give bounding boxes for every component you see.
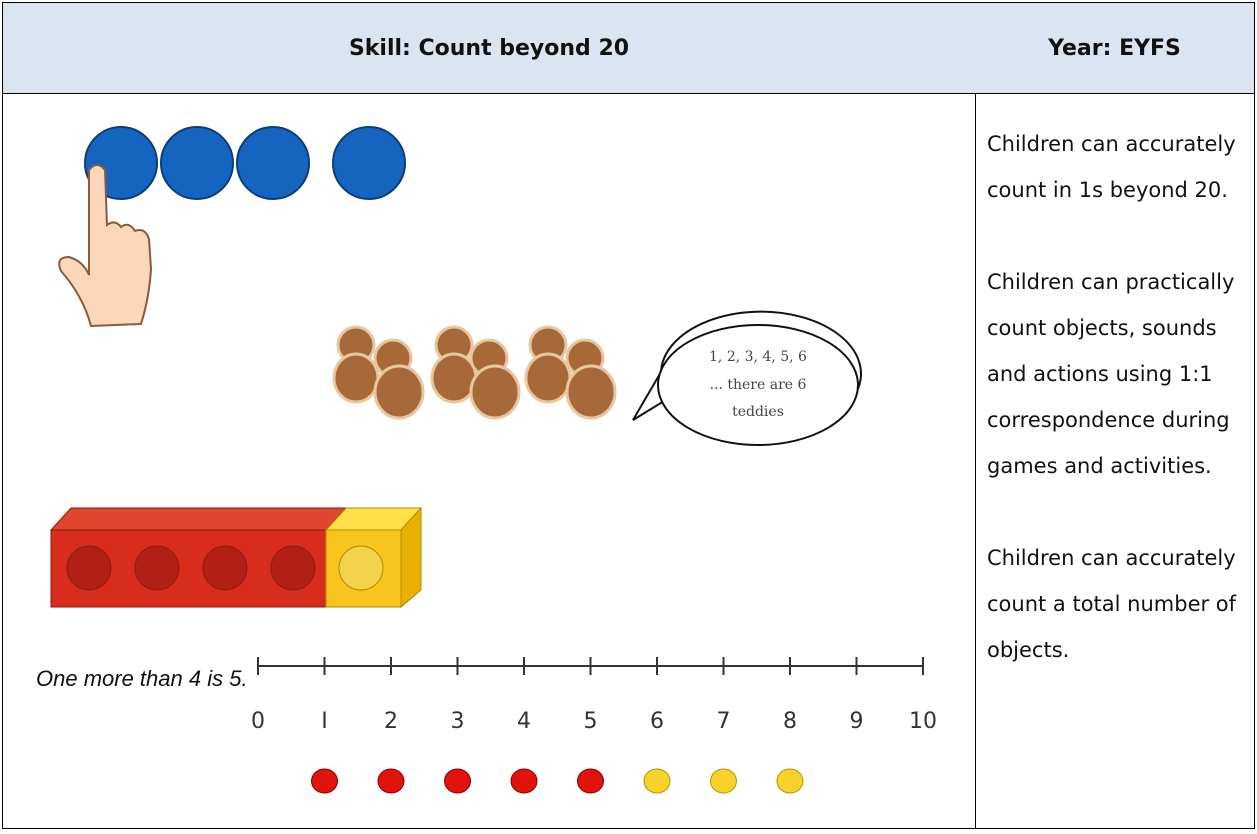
year-header: Year: EYFS — [975, 2, 1255, 94]
illustration-cell: 1, 2, 3, 4, 5, 6 ... there are 6 teddies… — [2, 94, 976, 829]
counter — [377, 768, 405, 794]
number-label: 10 — [909, 709, 937, 734]
number-label: 7 — [717, 709, 731, 734]
teddies — [332, 325, 617, 420]
number-label: 3 — [451, 709, 465, 734]
objective: Children can practically count objects, … — [987, 270, 1235, 478]
blue-counters — [84, 126, 406, 200]
bubble-text: 1, 2, 3, 4, 5, 6 — [709, 349, 807, 365]
number-label: 4 — [517, 709, 531, 734]
number-label: 8 — [783, 709, 797, 734]
counter — [311, 768, 338, 794]
objective: Children can accurately count a total nu… — [987, 546, 1237, 662]
number-label: 5 — [584, 709, 598, 734]
number-line: 0 I 2 3 4 5 6 7 8 9 10 — [251, 657, 937, 794]
caption: One more than 4 is 5. — [36, 666, 248, 691]
counter — [510, 768, 538, 794]
counter — [776, 768, 804, 794]
bubble-text: ... there are 6 — [710, 377, 807, 393]
skill-header: Skill: Count beyond 20 — [2, 2, 976, 94]
number-label: 2 — [384, 709, 398, 734]
cubes — [49, 506, 423, 609]
objectives-cell: Children can accurately count in 1s beyo… — [975, 94, 1255, 829]
counter — [710, 768, 737, 794]
counter — [643, 768, 671, 794]
hand — [58, 164, 153, 328]
objective: Children can accurately count in 1s beyo… — [987, 132, 1236, 202]
counter — [444, 768, 471, 794]
number-label: 9 — [850, 709, 864, 734]
illustrations: 1, 2, 3, 4, 5, 6 ... there are 6 teddies… — [36, 126, 937, 794]
number-label: 0 — [251, 709, 265, 734]
bubble-text: teddies — [732, 404, 784, 420]
number-label: 6 — [650, 709, 664, 734]
speech-bubble-body — [657, 324, 859, 446]
counter — [577, 768, 604, 794]
number-label: I — [321, 709, 328, 734]
